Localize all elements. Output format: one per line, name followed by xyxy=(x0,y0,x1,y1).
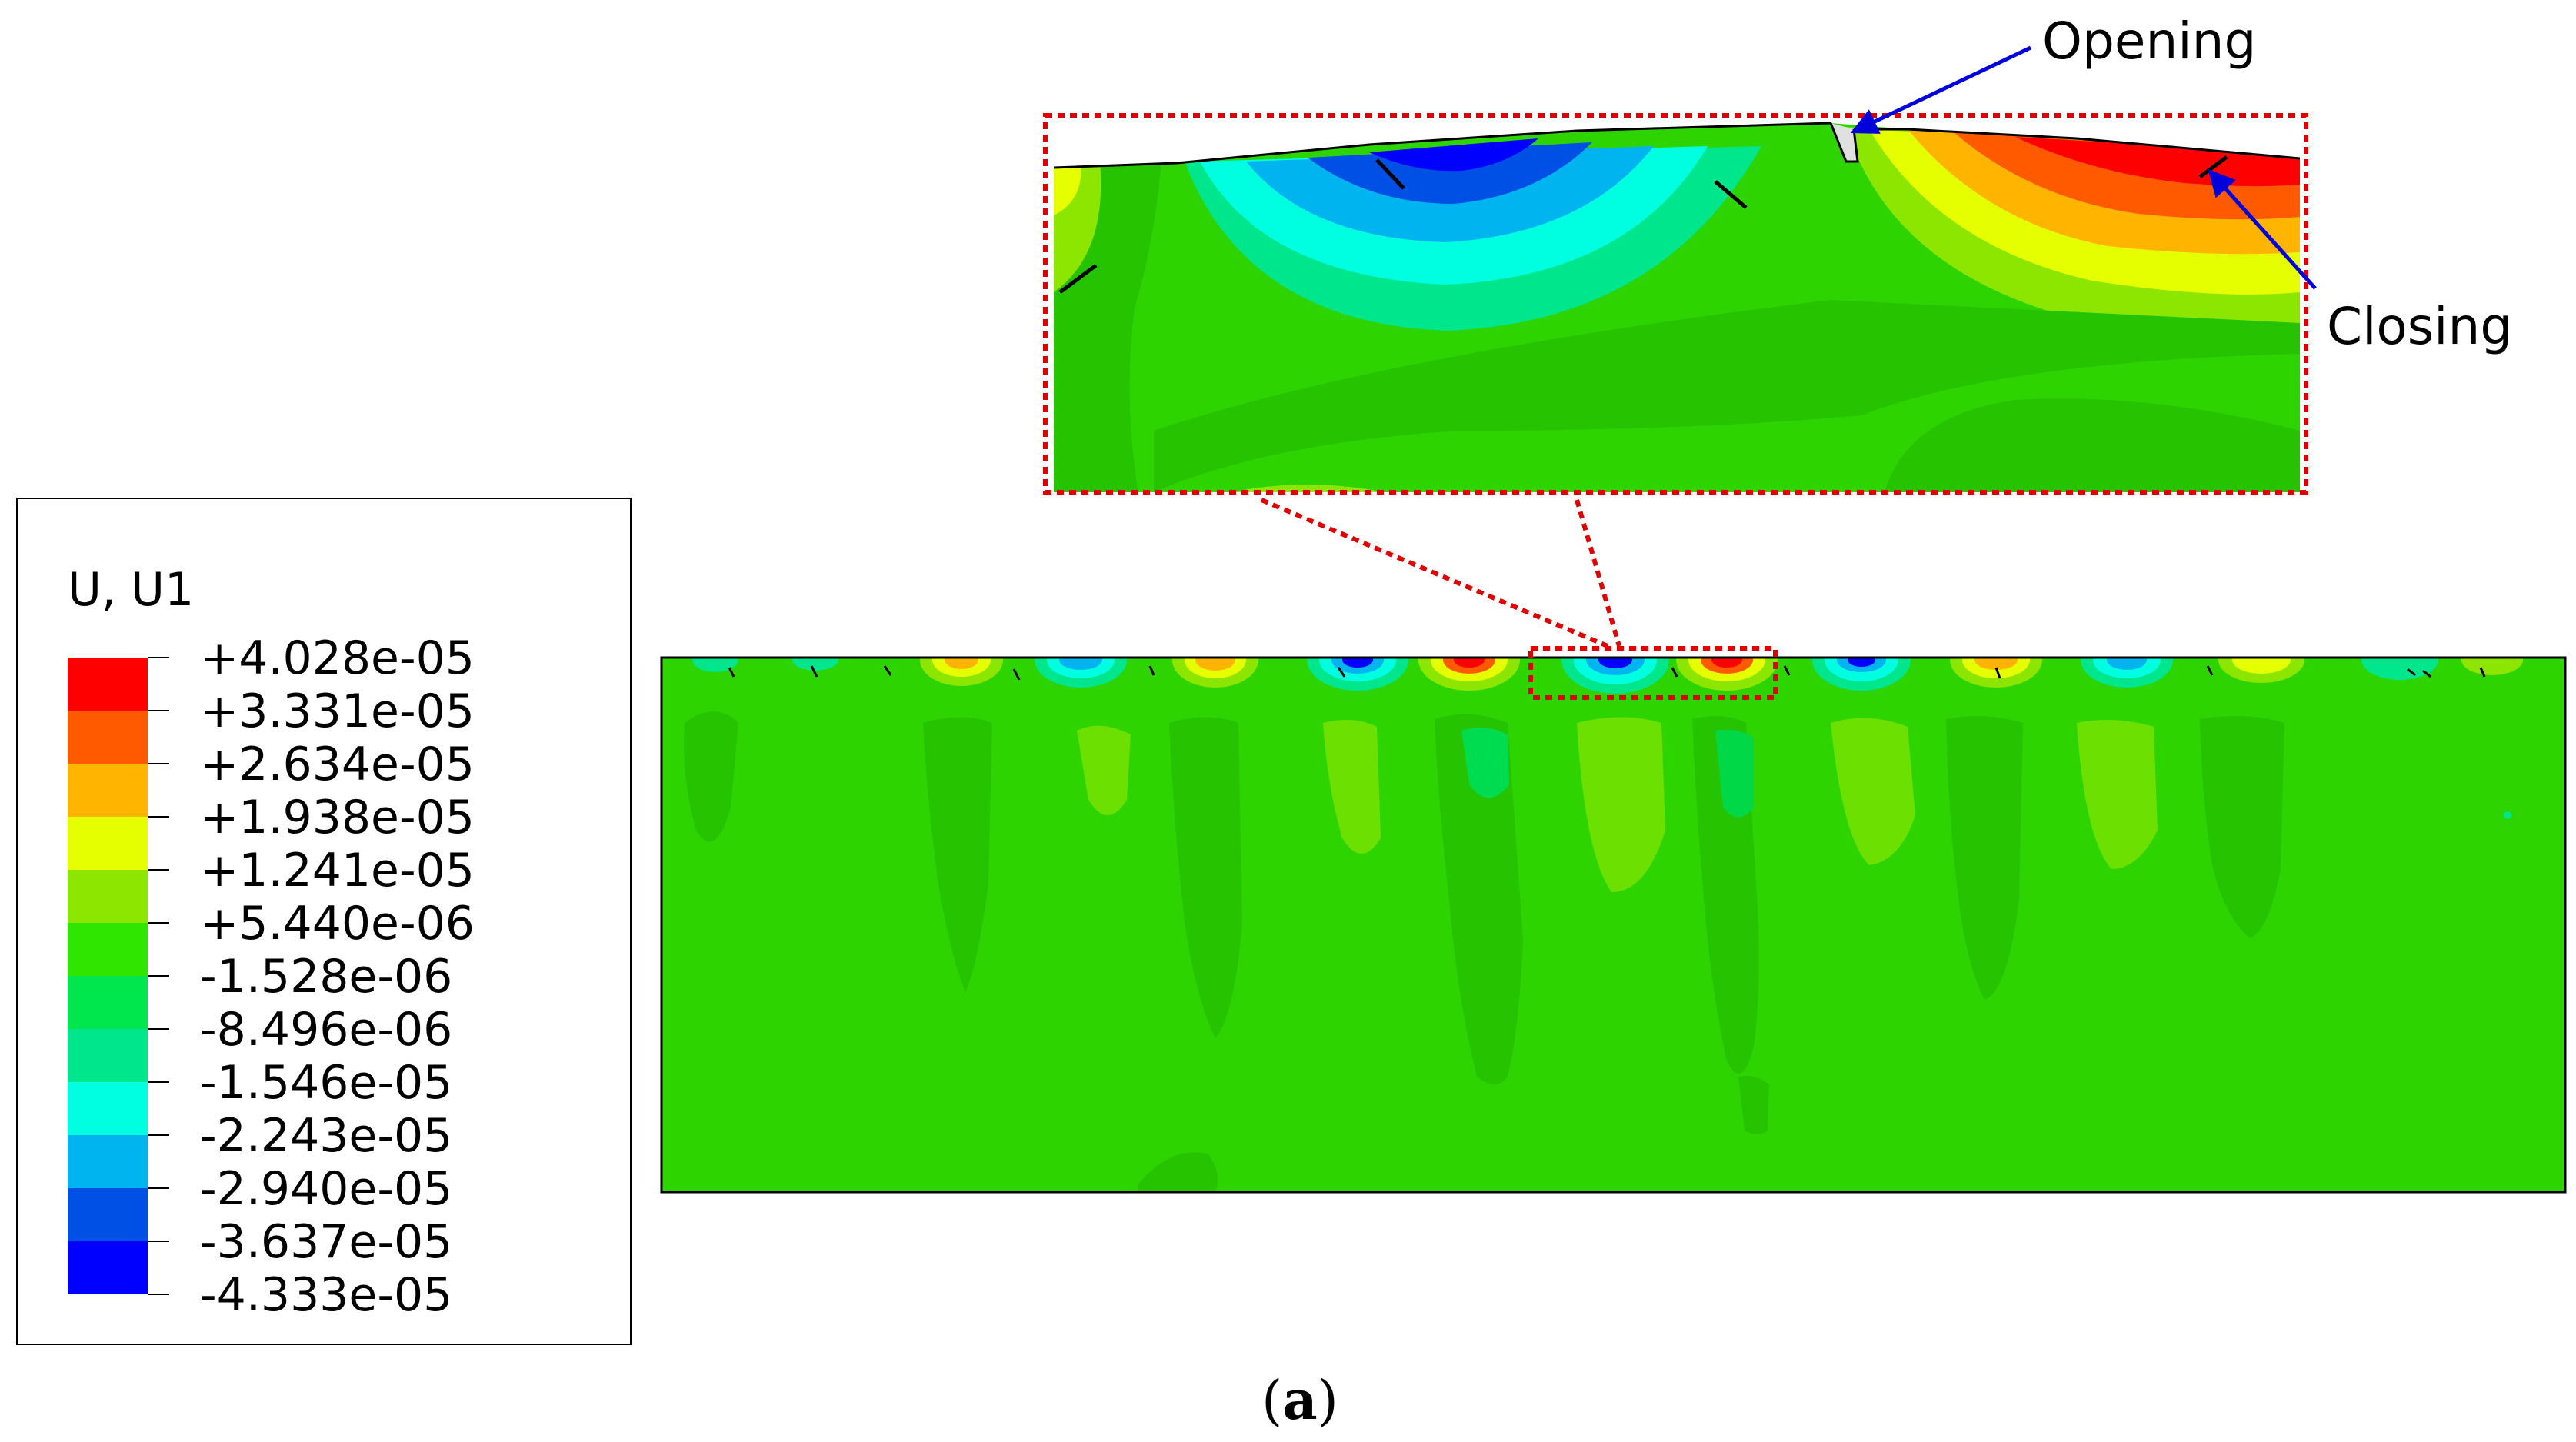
zoom-inset-frame xyxy=(1043,113,2308,495)
opening-label: Opening xyxy=(2042,12,2256,71)
deep-plumes xyxy=(684,711,2284,1192)
zoom-connector-left xyxy=(1260,498,1609,648)
legend-swatch xyxy=(68,1082,148,1135)
legend-swatch xyxy=(68,658,148,711)
legend-swatch xyxy=(68,1241,148,1294)
zoom-connector-right xyxy=(1575,499,1621,647)
speck xyxy=(2504,811,2511,819)
closing-arrow xyxy=(2208,168,2317,290)
legend: U, U1 xyxy=(16,498,632,1345)
legend-color-bar xyxy=(68,658,148,1294)
legend-value: +1.938e-05 xyxy=(200,791,475,844)
legend-ticks xyxy=(148,657,169,1295)
zoom-inset xyxy=(1043,113,2308,495)
legend-swatch xyxy=(68,764,148,817)
legend-value: +4.028e-05 xyxy=(200,631,475,685)
inset-crack-marks xyxy=(1058,155,2228,295)
legend-value: -2.940e-05 xyxy=(200,1162,452,1216)
legend-value: +3.331e-05 xyxy=(200,684,475,738)
inset-surface-line xyxy=(1053,122,1831,169)
legend-swatch xyxy=(68,1188,148,1241)
legend-swatch xyxy=(68,817,148,870)
annotations: Opening Closing xyxy=(1850,12,2512,356)
surface-contours xyxy=(692,658,2523,694)
legend-value: -1.528e-06 xyxy=(200,950,452,1004)
legend-value: +2.634e-05 xyxy=(200,738,475,791)
main-plot-border xyxy=(660,656,2567,1194)
legend-swatch xyxy=(68,870,148,923)
surface-crack-marks xyxy=(728,665,2486,681)
figure-label: (a) xyxy=(1261,1368,1338,1432)
legend-value: -4.333e-05 xyxy=(200,1268,452,1322)
legend-value: -2.243e-05 xyxy=(200,1109,452,1163)
legend-value: +1.241e-05 xyxy=(200,844,475,898)
main-contour-plot xyxy=(660,646,2567,1194)
closing-label: Closing xyxy=(2327,297,2512,356)
legend-value: +5.440e-06 xyxy=(200,897,475,951)
legend-swatch xyxy=(68,1029,148,1082)
legend-values: +4.028e-05 +3.331e-05 +2.634e-05 +1.938e… xyxy=(200,631,475,1322)
legend-swatch xyxy=(68,976,148,1029)
legend-value: -3.637e-05 xyxy=(200,1215,452,1269)
legend-value: -8.496e-06 xyxy=(200,1003,452,1057)
legend-swatch xyxy=(68,711,148,764)
legend-swatch xyxy=(68,1135,148,1188)
opening-arrow xyxy=(1850,45,2032,134)
zoom-connectors xyxy=(1260,498,1621,648)
inset-surface-line-right xyxy=(1854,128,2301,160)
legend-value: -1.546e-05 xyxy=(200,1056,452,1110)
legend-title: U, U1 xyxy=(68,563,194,617)
legend-swatch xyxy=(68,923,148,976)
